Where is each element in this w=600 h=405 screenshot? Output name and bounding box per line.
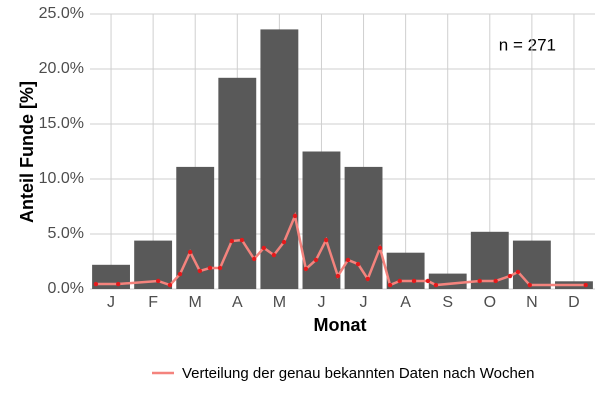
point	[345, 257, 351, 263]
point	[323, 237, 329, 243]
point	[197, 268, 203, 274]
bar	[92, 264, 130, 289]
annotation: n = 271	[499, 35, 556, 54]
x-tick-label: A	[400, 294, 411, 311]
point	[281, 239, 287, 245]
point	[251, 256, 257, 262]
point	[507, 273, 513, 279]
point	[335, 273, 341, 279]
point	[115, 281, 121, 287]
bar	[260, 29, 299, 290]
point	[303, 266, 309, 272]
point	[93, 281, 99, 287]
point	[207, 265, 213, 271]
x-tick-label: M	[273, 294, 286, 311]
x-tick-label: N	[526, 294, 538, 311]
x-tick-label: J	[317, 294, 325, 311]
bar	[512, 240, 551, 289]
point	[397, 278, 402, 284]
point	[177, 271, 183, 277]
bar	[344, 166, 383, 289]
point	[365, 276, 370, 282]
y-tick-label: 5.0%	[48, 225, 84, 242]
legend-label: Verteilung der genau bekannten Daten nac…	[182, 365, 535, 382]
point	[271, 252, 277, 258]
x-tick-label: F	[148, 294, 158, 311]
x-tick-label: O	[484, 294, 496, 311]
point	[583, 282, 588, 288]
point	[493, 278, 498, 284]
point	[425, 278, 431, 284]
point	[187, 249, 193, 255]
bar	[428, 273, 467, 289]
point	[167, 282, 173, 288]
point	[387, 282, 393, 288]
point	[313, 257, 319, 263]
y-tick-label: 10.0%	[39, 170, 84, 187]
point	[515, 269, 521, 275]
point	[355, 261, 361, 267]
y-tick-label: 15.0%	[39, 115, 84, 132]
x-tick-label: D	[568, 294, 580, 311]
point	[292, 213, 298, 219]
x-tick-label: S	[442, 294, 453, 311]
y-tick-label: 25.0%	[39, 5, 84, 22]
x-tick-label: M	[189, 294, 202, 311]
x-tick-label: J	[360, 294, 368, 311]
point	[261, 245, 267, 251]
point	[411, 278, 417, 284]
point	[477, 278, 482, 284]
point	[377, 245, 383, 251]
point	[527, 282, 532, 288]
point	[155, 278, 161, 284]
y-tick-label: 0.0%	[48, 280, 84, 297]
point	[433, 282, 439, 288]
x-tick-label: A	[232, 294, 243, 311]
point	[217, 265, 223, 271]
x-axis-label: Monat	[314, 315, 367, 335]
point	[229, 238, 235, 244]
y-axis-label: Anteil Funde [%]	[17, 81, 37, 223]
point	[239, 237, 245, 243]
x-tick-label: J	[107, 294, 115, 311]
y-tick-label: 20.0%	[39, 60, 84, 77]
